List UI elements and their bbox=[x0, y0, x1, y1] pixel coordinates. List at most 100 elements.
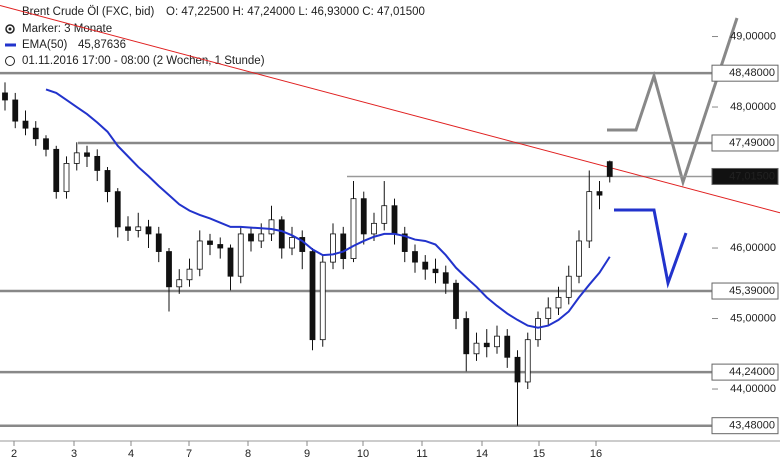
x-tick-label: 16 bbox=[590, 448, 602, 460]
candle-body bbox=[391, 205, 398, 235]
candle-body bbox=[360, 198, 367, 235]
candle-body bbox=[176, 279, 183, 288]
y-tick-label: 46,00000 bbox=[730, 242, 776, 254]
candle-body bbox=[330, 233, 336, 263]
candle-body bbox=[432, 268, 439, 274]
candle-body bbox=[319, 261, 326, 341]
level-label: 43,48000 bbox=[729, 420, 775, 432]
level-label-box bbox=[711, 417, 779, 435]
candle-body bbox=[586, 191, 593, 242]
x-tick-label: 11 bbox=[416, 448, 427, 460]
level-label-box bbox=[711, 363, 779, 381]
candle-body bbox=[463, 318, 470, 355]
candle-body bbox=[545, 307, 552, 319]
candle-body bbox=[145, 226, 152, 235]
level-label-box bbox=[711, 282, 779, 300]
ema-line bbox=[45, 88, 611, 329]
trendline bbox=[0, 5, 780, 214]
x-tick-label: 4 bbox=[128, 448, 134, 460]
x-tick-label: 3 bbox=[71, 448, 77, 460]
candle-body bbox=[278, 219, 285, 249]
candle-body bbox=[94, 155, 101, 171]
candle-body bbox=[22, 120, 29, 129]
candle-body bbox=[289, 237, 295, 249]
candle-body bbox=[258, 233, 265, 242]
candle-body bbox=[514, 356, 521, 383]
candle-body bbox=[596, 191, 603, 196]
candle-body bbox=[268, 219, 275, 235]
candle-body bbox=[565, 275, 572, 298]
candle-body bbox=[12, 99, 19, 122]
candle-body bbox=[84, 152, 90, 157]
candle-body bbox=[63, 163, 70, 193]
candle-body bbox=[166, 251, 172, 288]
candle-body bbox=[555, 296, 562, 309]
y-tick-label: 48,00000 bbox=[730, 101, 776, 113]
candle-body bbox=[227, 247, 234, 277]
candle-body bbox=[32, 127, 39, 140]
ema-legend: EMA(50) bbox=[22, 39, 68, 51]
candle-body bbox=[401, 233, 408, 252]
candle-body bbox=[340, 233, 347, 259]
candle-body bbox=[207, 240, 213, 245]
candle-body bbox=[125, 226, 131, 231]
candle-body bbox=[412, 251, 418, 263]
gray-arrow-annotation bbox=[607, 17, 739, 188]
chart-title: Brent Crude Öl (FXC, bid) bbox=[22, 6, 154, 18]
candle-body bbox=[155, 233, 162, 252]
level-label: 47,49000 bbox=[729, 137, 775, 149]
candle-body bbox=[43, 138, 49, 150]
level-label: 48,48000 bbox=[729, 67, 775, 79]
candle-body bbox=[2, 92, 8, 101]
ohlc-label: O: 47,22500 H: 47,24000 L: 46,93000 C: 4… bbox=[166, 6, 425, 18]
marker-icon bbox=[5, 24, 15, 34]
level-label: 44,24000 bbox=[729, 366, 775, 378]
clock-icon bbox=[5, 56, 15, 66]
candle-body bbox=[186, 268, 193, 281]
candle-body bbox=[104, 170, 111, 193]
marker-icon-dot bbox=[8, 27, 12, 31]
candle-body bbox=[535, 318, 541, 341]
y-tick-label: 45,00000 bbox=[730, 312, 776, 324]
candle-body bbox=[473, 342, 480, 355]
candle-body bbox=[309, 251, 316, 341]
candle-body bbox=[442, 272, 449, 284]
candle-body bbox=[483, 342, 490, 348]
x-tick-label: 15 bbox=[533, 448, 545, 460]
level-label: 47,01500 bbox=[729, 170, 775, 182]
candle-body bbox=[248, 233, 254, 242]
candle-body bbox=[606, 161, 613, 177]
candle-body bbox=[217, 244, 224, 249]
x-tick-label: 10 bbox=[357, 448, 369, 460]
y-tick-label: 44,00000 bbox=[730, 383, 776, 395]
candle-body bbox=[371, 222, 377, 235]
y-tick-label: 49,00000 bbox=[730, 30, 776, 42]
candle-body bbox=[135, 226, 142, 231]
candle-body bbox=[381, 205, 388, 224]
marker-label: Marker: 3 Monate bbox=[22, 23, 112, 35]
level-label-box bbox=[711, 134, 779, 152]
candle-body bbox=[576, 240, 582, 277]
period-label: 01.11.2016 17:00 - 08:00 (2 Wochen, 1 St… bbox=[22, 55, 265, 67]
level-label-box bbox=[711, 167, 779, 185]
candle-body bbox=[422, 261, 429, 270]
candle-body bbox=[504, 335, 511, 358]
candle-body bbox=[494, 335, 500, 348]
blue-arrow-annotation bbox=[614, 208, 688, 289]
level-label: 45,39000 bbox=[729, 285, 775, 297]
candle-body bbox=[453, 282, 459, 319]
x-tick-label: 7 bbox=[186, 448, 192, 460]
x-tick-label: 8 bbox=[245, 448, 251, 460]
x-tick-label: 14 bbox=[476, 448, 488, 460]
candle-body bbox=[53, 148, 60, 193]
ema-last: 45,87636 bbox=[78, 39, 126, 51]
level-label-box bbox=[711, 64, 779, 82]
candle-body bbox=[73, 152, 80, 164]
candle-body bbox=[299, 237, 306, 252]
candle-body bbox=[237, 233, 244, 277]
candle-body bbox=[350, 198, 357, 259]
x-tick-label: 2 bbox=[11, 448, 17, 460]
candle-body bbox=[196, 240, 203, 270]
candle-body bbox=[524, 339, 531, 383]
